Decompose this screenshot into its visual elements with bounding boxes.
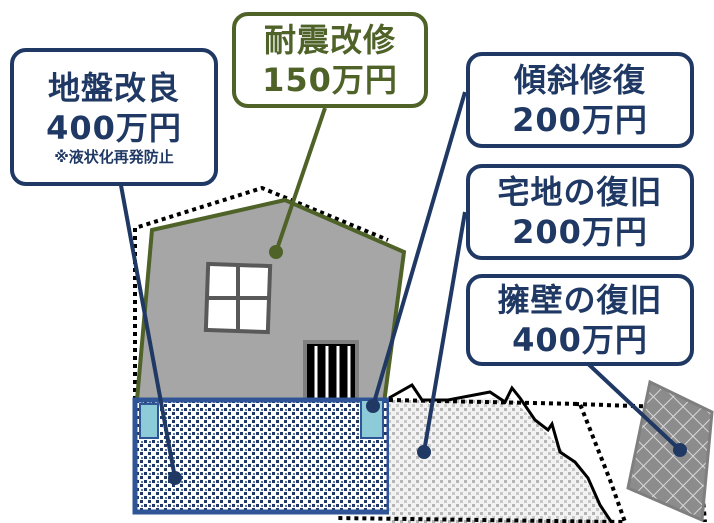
foundation-pile-left: [139, 403, 159, 439]
callout-wall-title: 擁壁の復旧: [497, 281, 663, 319]
leader-tilt: [366, 91, 467, 413]
callout-tilt-repair: 傾斜修復 200万円: [466, 52, 694, 148]
callout-land-title: 宅地の復旧: [497, 173, 663, 211]
callout-tilt-title: 傾斜修復: [513, 61, 646, 99]
callout-tilt-cost: 200万円: [512, 101, 648, 139]
land-restoration-area: [389, 398, 610, 523]
house-window: [203, 261, 273, 335]
ground-crack-line: [388, 383, 614, 523]
original-land-outline: [334, 398, 628, 523]
callout-retaining-wall: 擁壁の復旧 400万円: [466, 274, 694, 366]
callout-ground-title: 地盤改良: [47, 69, 180, 107]
retaining-wall: [626, 379, 714, 523]
leader-wall: [582, 358, 687, 457]
leader-land: [417, 211, 467, 459]
callout-seismic-retrofit: 耐震改修 150万円: [232, 12, 428, 108]
callout-seismic-title: 耐震改修: [263, 21, 396, 59]
leader-seismic: [269, 107, 327, 259]
callout-ground-note: ※液状化再発防止: [54, 148, 174, 166]
callout-land-restoration: 宅地の復旧 200万円: [466, 164, 694, 260]
callout-ground-improvement: 地盤改良 400万円 ※液状化再発防止: [10, 48, 218, 186]
ground-improvement-area: [132, 397, 392, 515]
callout-seismic-cost: 150万円: [262, 61, 398, 99]
callout-land-cost: 200万円: [512, 213, 648, 251]
callout-wall-cost: 400万円: [512, 321, 648, 359]
leader-ground: [118, 179, 182, 485]
callout-ground-cost: 400万円: [46, 109, 182, 147]
